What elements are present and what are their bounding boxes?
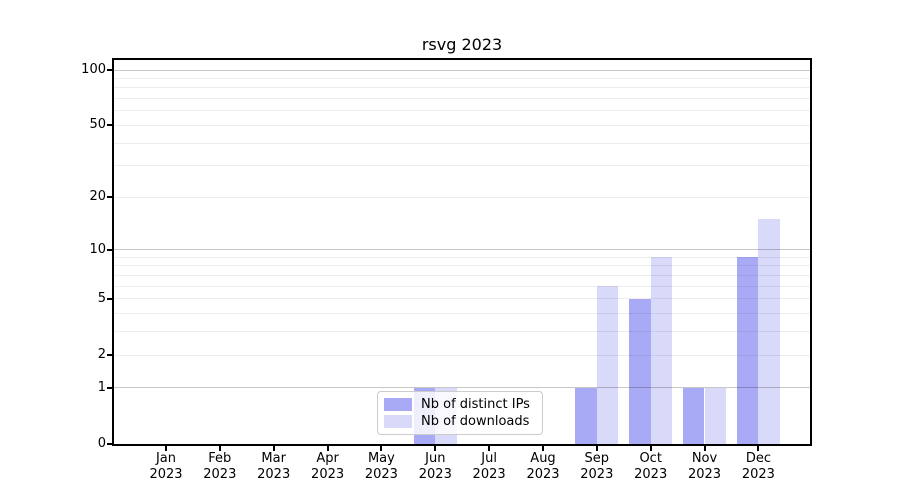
legend-label: Nb of downloads	[421, 414, 529, 429]
y-tick	[107, 387, 112, 389]
legend-item-downloads: Nb of downloads	[384, 413, 535, 430]
bar-distinct-ips	[737, 257, 759, 444]
y-tick	[107, 124, 112, 126]
bar-downloads	[705, 388, 727, 444]
y-tick-label: 0	[0, 435, 106, 453]
bar-distinct-ips	[629, 299, 651, 444]
y-tick-label: 50	[0, 116, 106, 134]
y-tick	[107, 443, 112, 445]
bars-layer	[114, 60, 810, 444]
chart: rsvg 2023 Nb of distinct IPs Nb of downl…	[0, 0, 900, 500]
y-tick-label: 10	[0, 241, 106, 259]
y-tick	[107, 69, 112, 71]
bar-distinct-ips	[683, 388, 705, 444]
bar-downloads	[651, 257, 673, 444]
y-tick	[107, 196, 112, 198]
y-tick-label: 20	[0, 188, 106, 206]
y-tick	[107, 354, 112, 356]
legend: Nb of distinct IPs Nb of downloads	[377, 391, 543, 435]
y-tick	[107, 249, 112, 251]
bar-downloads	[758, 219, 780, 444]
bar-downloads	[597, 286, 619, 444]
y-tick-label: 100	[0, 61, 106, 79]
y-tick	[107, 298, 112, 300]
chart-title: rsvg 2023	[112, 35, 812, 54]
y-tick-label: 2	[0, 346, 106, 364]
y-tick-label: 5	[0, 290, 106, 308]
legend-item-distinct-ips: Nb of distinct IPs	[384, 396, 535, 413]
legend-label: Nb of distinct IPs	[421, 397, 530, 412]
y-tick-label: 1	[0, 379, 106, 397]
x-tick-label: Dec2023	[718, 451, 798, 483]
legend-swatch-distinct-ips-icon	[384, 398, 412, 411]
legend-swatch-downloads-icon	[384, 415, 412, 428]
plot-area: Nb of distinct IPs Nb of downloads	[112, 58, 812, 446]
bar-distinct-ips	[575, 388, 597, 444]
